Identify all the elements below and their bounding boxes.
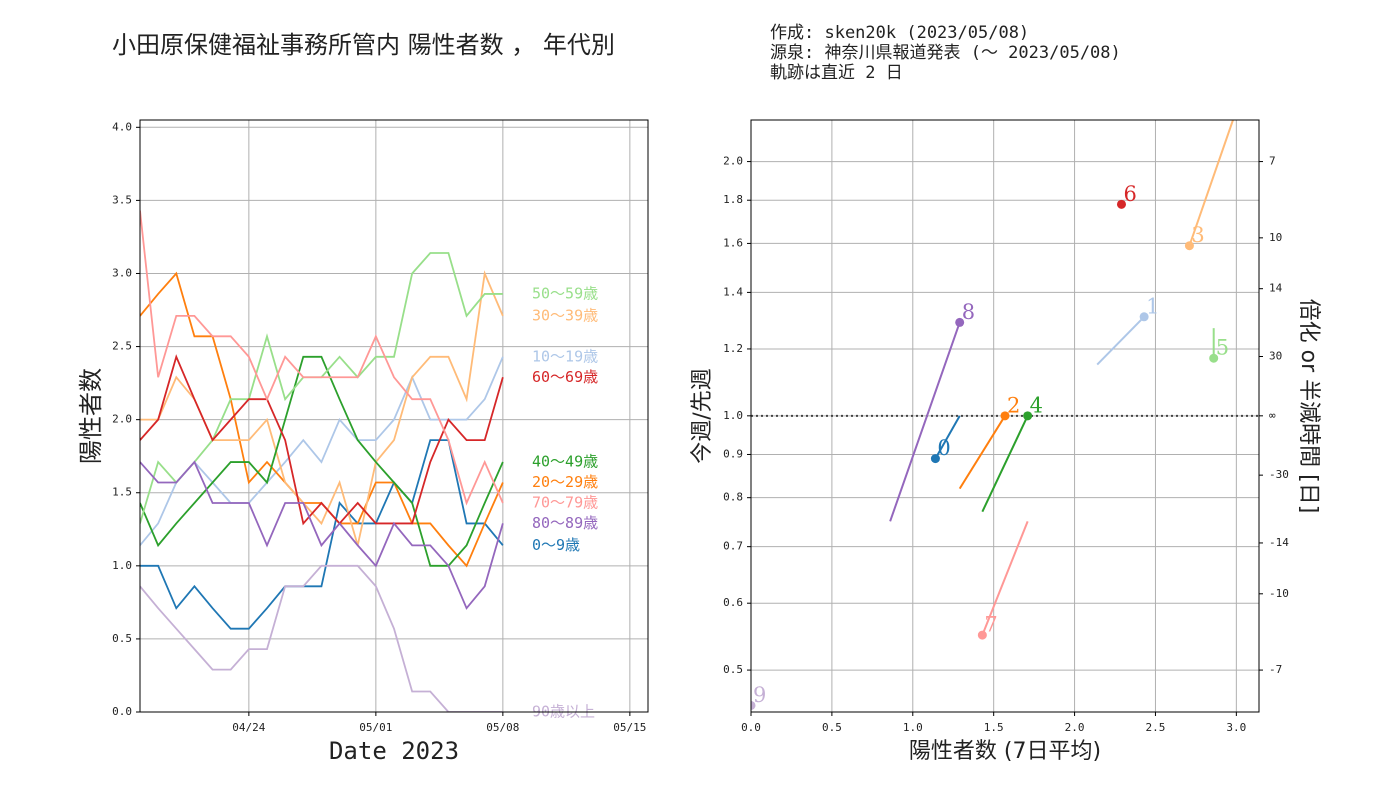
point <box>1000 411 1010 421</box>
title: 小田原保健福祉事務所管内 陽性者数 ， 年代別 <box>112 31 615 59</box>
series-line <box>140 252 503 524</box>
y2-tick-label: 7 <box>1269 155 1276 168</box>
series-label: 0〜9歳 <box>532 536 580 554</box>
y-tick-label: 1.2 <box>723 342 743 355</box>
y2-tick-label: 10 <box>1269 231 1282 244</box>
point <box>751 700 756 710</box>
y-tick-label: 1.6 <box>723 236 743 249</box>
y-tick-label: 0.6 <box>723 596 743 609</box>
x-axis-label: 陽性者数 (7日平均) <box>909 739 1101 764</box>
y-tick-label: 0.9 <box>723 447 743 460</box>
series-line <box>140 564 503 712</box>
series-label: 10〜19歳 <box>532 347 598 365</box>
note: 作成: sken20k (2023/05/08) <box>770 23 1029 43</box>
point <box>1209 353 1219 363</box>
note: 軌跡は直近 2 日 <box>770 63 903 83</box>
trajectory <box>981 415 1029 513</box>
series-line <box>140 439 504 630</box>
point-label: 2 <box>1007 393 1020 417</box>
y-tick-label: 1.8 <box>723 193 743 206</box>
trajectory <box>1096 316 1145 366</box>
y-tick-label: 0.0 <box>112 705 132 718</box>
y-tick-label: 0.5 <box>112 632 132 645</box>
x-tick-label: 05/01 <box>359 721 392 734</box>
y-tick-label: 1.0 <box>112 559 132 572</box>
y-tick-label: 2.0 <box>723 155 743 168</box>
series-label: 50〜59歳 <box>532 284 598 302</box>
series-line <box>140 355 504 567</box>
x-tick-label: 1.0 <box>903 721 923 734</box>
x-tick-label: 2.5 <box>1146 721 1166 734</box>
point <box>1184 241 1194 251</box>
series-label: 60〜69歳 <box>532 368 598 386</box>
point-label: 7 <box>984 613 997 637</box>
note: 源泉: 神奈川県報道発表 (〜 2023/05/08) <box>770 43 1121 63</box>
series-label: 20〜29歳 <box>532 473 598 491</box>
series-label: 70〜79歳 <box>532 493 598 511</box>
series-label: 40〜49歳 <box>532 453 598 471</box>
y2-tick-label: 14 <box>1269 282 1283 295</box>
x-tick-label: 0.5 <box>822 721 842 734</box>
y-tick-label: 1.4 <box>723 285 743 298</box>
point-label: 3 <box>1191 223 1204 247</box>
series-label: 30〜39歳 <box>532 306 598 324</box>
y-tick-label: 4.0 <box>112 120 132 133</box>
x-axis-label: Date 2023 <box>329 737 459 765</box>
y2-tick-label: -30 <box>1269 468 1289 481</box>
trajectory <box>958 415 1006 490</box>
y-tick-label: 3.0 <box>112 266 132 279</box>
x-tick-label: 3.0 <box>1226 721 1246 734</box>
y2-tick-label: ∞ <box>1269 409 1276 422</box>
y2-tick-label: 30 <box>1269 349 1282 362</box>
trajectory <box>934 415 961 460</box>
y-tick-label: 1.5 <box>112 486 132 499</box>
point <box>1023 411 1033 421</box>
series-line <box>140 354 504 526</box>
x-tick-label: 05/08 <box>486 721 519 734</box>
x-tick-label: 04/24 <box>232 721 265 734</box>
point <box>977 630 987 640</box>
y-tick-label: 0.8 <box>723 491 743 504</box>
plot-frame <box>139 119 649 713</box>
plot-area <box>751 120 1259 710</box>
y-axis-label: 今週/先週 <box>690 368 715 463</box>
x-tick-label: 1.5 <box>984 721 1004 734</box>
point-label: 6 <box>1123 182 1136 206</box>
y-axis-label: 陽性者数 <box>77 368 105 464</box>
plot-frame <box>750 119 1260 713</box>
y-tick-label: 2.5 <box>112 340 132 353</box>
point <box>1116 199 1126 209</box>
y2-tick-label: -7 <box>1269 663 1282 676</box>
point-label: 5 <box>1216 336 1229 360</box>
point <box>1139 312 1149 322</box>
point-label: 4 <box>1030 393 1043 417</box>
trajectory <box>981 520 1029 636</box>
y2-tick-label: -10 <box>1269 587 1289 600</box>
point-label: 9 <box>753 683 766 707</box>
series-line <box>140 356 504 546</box>
y2-axis-label: 倍化 or 半減時間 [日] <box>1296 299 1321 514</box>
y-tick-label: 2.0 <box>112 413 132 426</box>
series-line <box>140 270 504 546</box>
point-label: 1 <box>1146 294 1159 318</box>
y2-tick-label: -14 <box>1269 536 1289 549</box>
series-label: 80〜89歳 <box>532 514 598 532</box>
point <box>955 317 965 327</box>
x-tick-label: 0.0 <box>741 721 761 734</box>
point-label: 8 <box>962 300 975 324</box>
series-line <box>140 210 504 506</box>
point-label: 0 <box>937 436 950 460</box>
y-tick-label: 3.5 <box>112 193 132 206</box>
series-line <box>140 460 504 610</box>
trajectory <box>889 322 961 522</box>
trajectory <box>1188 120 1235 247</box>
x-tick-label: 05/15 <box>613 721 646 734</box>
y-tick-label: 0.5 <box>723 663 743 676</box>
plot-area <box>140 210 504 712</box>
y-tick-label: 1.0 <box>723 409 743 422</box>
point <box>930 454 940 464</box>
y-tick-label: 0.7 <box>723 540 743 553</box>
x-tick-label: 2.0 <box>1065 721 1085 734</box>
